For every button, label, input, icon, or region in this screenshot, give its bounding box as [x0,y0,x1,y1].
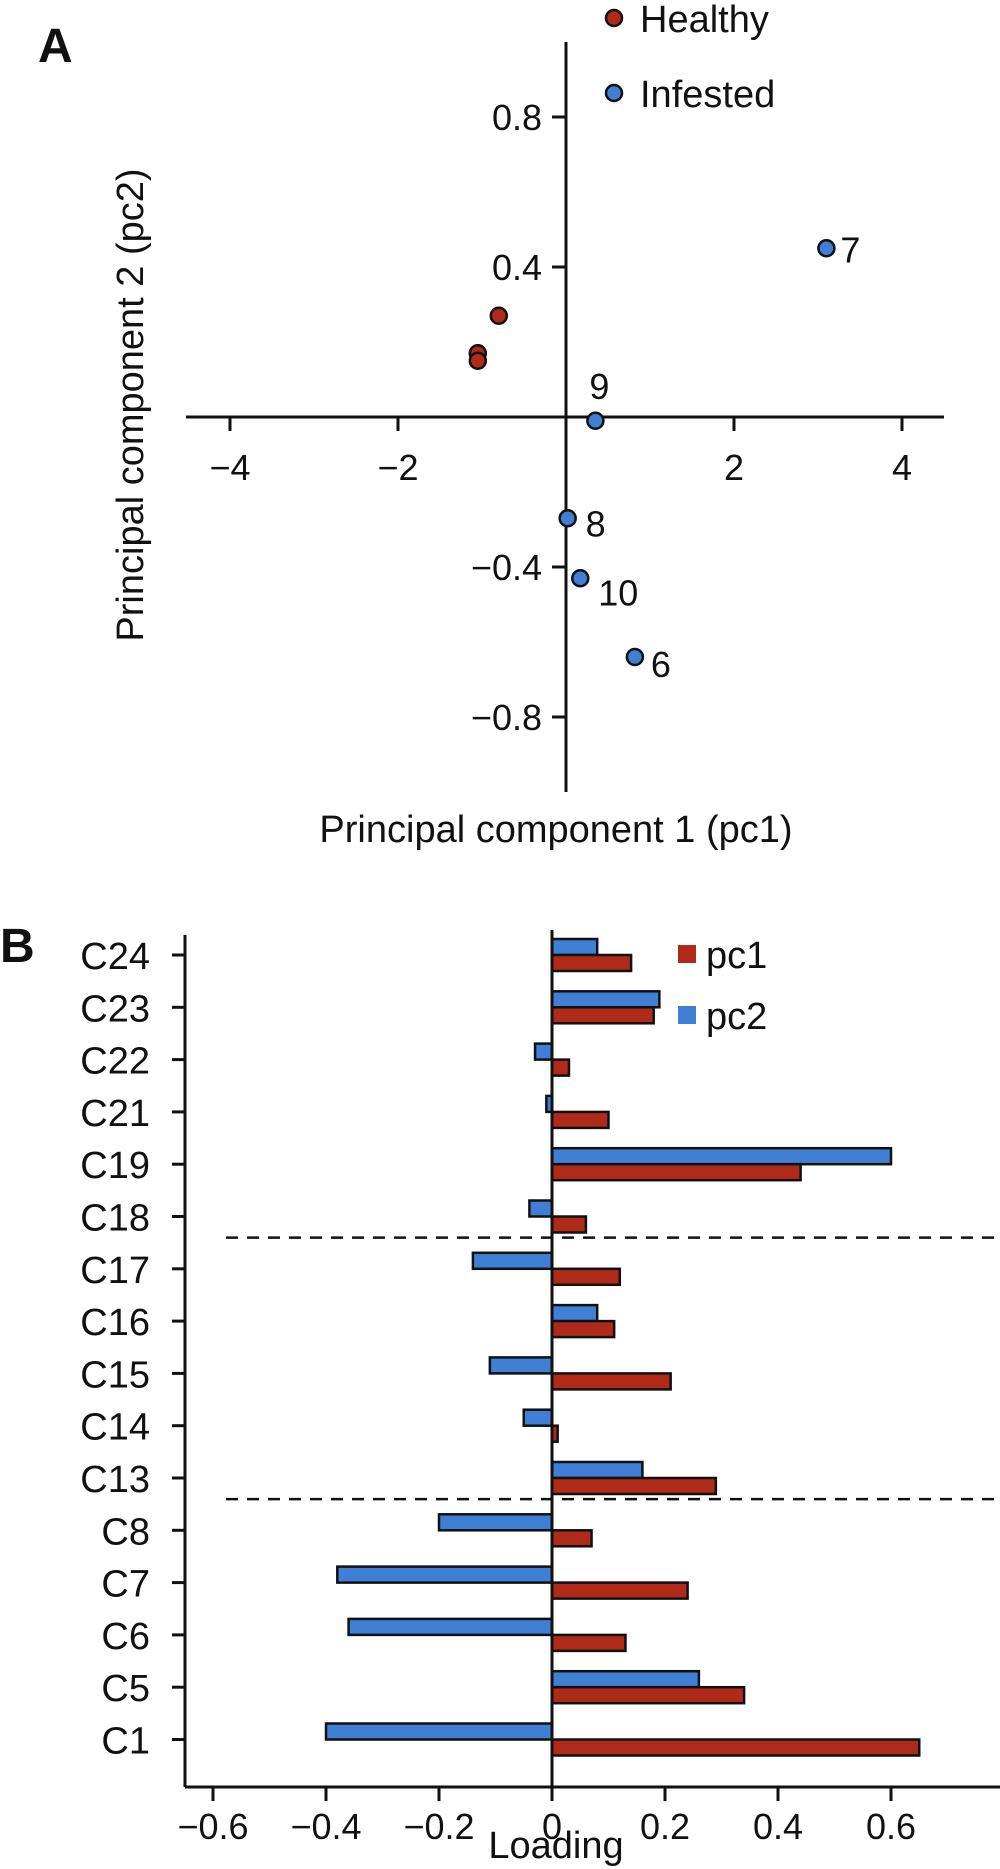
category-label: C6 [101,1616,150,1658]
pc1-bar-c13 [550,1476,718,1496]
scatter-y-axis-title: Principal component 2 (pc2) [110,168,152,641]
infested-point [625,647,645,667]
legend-marker [604,8,624,28]
legend-label: Healthy [640,0,769,41]
pc2-legend-swatch [678,1006,696,1024]
category-label: C5 [101,1668,150,1710]
pc2-bar-c24 [550,937,599,957]
scatter-x-tick-label: 2 [724,447,744,488]
category-label: C23 [80,988,150,1030]
category-label: C1 [101,1721,150,1763]
pc1-bar-c1 [550,1738,921,1757]
category-label: C16 [80,1302,150,1344]
group-dividers [226,1236,1000,1501]
pc1-bar-c21 [550,1110,610,1130]
pc1-bar-c23 [550,1006,655,1025]
pc1-bar-c16 [550,1319,616,1339]
pc2-bar-c15 [488,1356,554,1375]
infested-point [586,411,605,430]
bar-series [324,937,921,1757]
category-label: C24 [80,936,150,978]
infested-point [571,569,590,588]
bar-x-tick-label: 0.4 [753,1806,803,1847]
scatter-points: 7 9 8 10 6 [468,229,860,685]
category-labels: C24 C23 C22 C21 C19 C18 C17 C16 C15 C14 C13 C8 C7 C6 C… [80,936,185,1763]
bar-x-tick-label: −0.2 [403,1806,474,1847]
pc1-bar-c24 [550,953,633,973]
pc2-bar-c22 [533,1042,554,1061]
category-label: C21 [80,1093,150,1135]
point-label: 10 [598,572,638,613]
bar-x-axis-title: Loading [488,1825,623,1867]
category-label: C18 [80,1198,150,1240]
category-label: C14 [80,1407,150,1449]
scatter-y-tick-label: 0.4 [492,247,542,288]
pc1-bar-c18 [550,1215,588,1234]
pc2-bar-c1 [324,1722,554,1741]
bar-x-tick-label: −0.6 [177,1806,248,1847]
healthy-point [468,351,488,370]
category-label: C17 [80,1250,150,1292]
pc2-bar-c8 [437,1513,554,1532]
scatter-x-axis-title: Principal component 1 (pc1) [319,809,792,851]
category-label: C7 [101,1564,150,1606]
point-label: 6 [651,644,671,685]
pc1-bar-c17 [550,1267,622,1287]
bar-x-tick-label: −0.4 [290,1806,361,1847]
bar-x-tick-label: 0 [542,1806,562,1847]
scatter-x-tick-label: −4 [209,447,250,488]
scatter-y-tick-label: −0.8 [471,697,542,738]
pc1-bar-c7 [550,1581,689,1600]
point-label: 8 [586,503,606,544]
pc1-bar-c8 [550,1529,593,1548]
bar-x-ticks: −0.6 −0.4 −0.2 0 0.2 0.4 0.6 [177,1787,916,1847]
scatter-ticks: −4 −2 2 4 −0.8 −0.4 0.4 0.8 [209,97,912,738]
bar-x-tick-label: 0.6 [866,1806,916,1847]
pc1-bar-c5 [550,1685,746,1705]
pc2-bar-c17 [471,1251,554,1271]
pc2-legend-label: pc2 [706,996,767,1038]
category-label: C19 [80,1145,150,1187]
panel-a-label: A [38,20,73,73]
legend-label: Infested [640,74,775,116]
pc2-bar-c5 [550,1669,701,1689]
category-label: C15 [80,1354,150,1396]
pc2-bar-c6 [347,1617,554,1637]
scatter-legend: Healthy Infested [604,0,775,116]
pc2-bar-c14 [522,1408,554,1427]
pc1-legend-label: pc1 [706,935,767,977]
pc2-bar-c23 [550,990,661,1009]
pc1-bar-c6 [550,1633,627,1653]
scatter-y-tick-label: −0.4 [471,547,542,588]
bar-x-tick-label: 0.2 [640,1806,690,1847]
category-label: C13 [80,1459,150,1501]
pc1-legend-swatch [678,945,696,963]
panel-b-label: B [0,920,35,973]
point-label: 9 [589,366,609,407]
pc2-bar-c18 [528,1199,554,1218]
healthy-point [489,306,509,325]
category-label: C22 [80,1041,150,1083]
pc2-bar-c19 [550,1146,893,1166]
pc1-bar-c22 [550,1058,571,1077]
pc2-bar-c16 [550,1303,599,1323]
pc1-bar-c19 [550,1162,802,1182]
infested-point [558,509,577,528]
pc1-bar-c15 [550,1372,672,1391]
pc2-bar-c13 [550,1460,644,1480]
infested-point [817,239,836,258]
pc2-bar-c7 [336,1565,554,1584]
point-label: 7 [840,229,860,270]
scatter-x-tick-label: 4 [892,447,912,488]
panel-a-scatter: A −4 −2 2 4 −0.8 −0.4 0.4 0.8 7 9 8 10 6 Healthy Inf… [38,0,944,851]
legend-marker [604,83,624,103]
bar-axes [183,930,1000,1789]
panel-b-bar-chart: B C24C23C22C21C19C18C17C16C15C14C13C8C7C… [0,920,1000,1867]
scatter-x-tick-label: −2 [377,447,418,488]
category-label: C8 [101,1511,150,1553]
scatter-y-tick-label: 0.8 [492,97,542,138]
